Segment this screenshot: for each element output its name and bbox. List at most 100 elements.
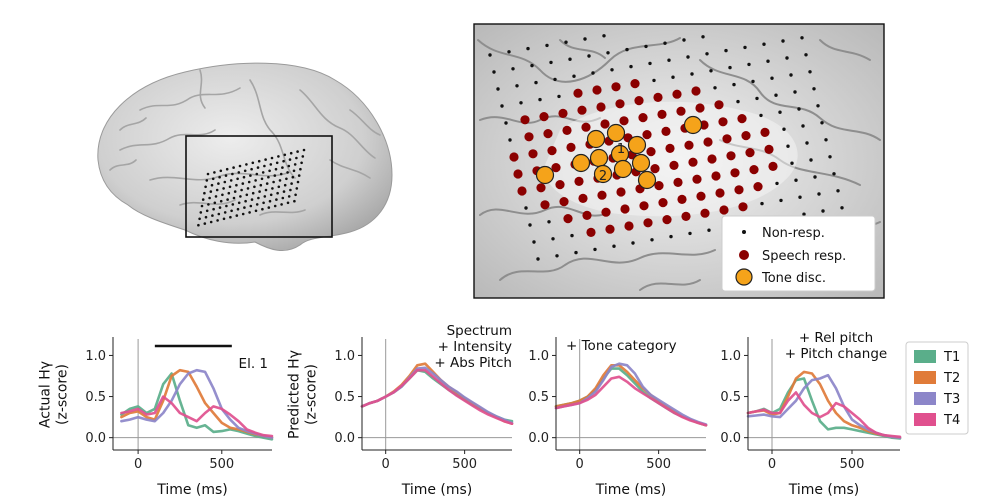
nonresp-electrode	[736, 99, 740, 104]
nonresp-electrode	[504, 121, 508, 125]
grid-electrode	[219, 169, 223, 173]
nonresp-electrode	[713, 86, 717, 90]
nonresp-electrode	[508, 138, 512, 142]
grid-electrode	[222, 187, 225, 190]
nonresp-electrode	[794, 178, 798, 182]
nonresp-electrode	[724, 48, 728, 53]
grid-electrode	[235, 183, 238, 187]
grid-electrode	[209, 220, 213, 224]
legend-tone-marker	[735, 268, 753, 286]
speech-electrode	[691, 86, 701, 96]
nonresp-electrode	[612, 244, 616, 248]
grid-electrode	[239, 195, 242, 198]
y-axis-label-line: Actual Hγ	[38, 361, 54, 428]
grid-electrode	[267, 206, 271, 209]
electrode-label-2: 2	[599, 169, 607, 184]
grid-electrode	[241, 212, 245, 216]
grid-electrode	[272, 180, 275, 184]
nonresp-electrode	[747, 62, 751, 67]
nonresp-electrode	[496, 87, 500, 91]
nonresp-electrode	[587, 54, 591, 58]
legend-speech-marker	[739, 250, 749, 260]
nonresp-electrode	[625, 47, 629, 52]
series-t1-line	[120, 372, 274, 441]
grid-electrode	[291, 175, 295, 179]
brain-legend: Non-resp. Speech resp. Tone disc.	[721, 215, 876, 292]
grid-electrode	[296, 150, 299, 153]
tone-legend-box	[905, 341, 969, 435]
speech-electrode	[760, 127, 770, 137]
grid-electrode	[261, 171, 265, 174]
model-annotation: Spectrum	[447, 323, 512, 339]
nonresp-electrode	[610, 68, 614, 72]
series-t3-line	[554, 362, 708, 426]
nonresp-electrode	[782, 127, 786, 131]
grid-electrode	[282, 190, 286, 193]
nonresp-electrode	[652, 78, 656, 83]
x-axis-label: Time (ms)	[401, 482, 473, 498]
grid-electrode	[212, 207, 215, 211]
grid-electrode	[301, 155, 305, 158]
grid-electrode	[207, 203, 210, 206]
nonresp-electrode	[688, 231, 692, 236]
speech-electrode	[715, 188, 725, 198]
speech-electrode	[536, 183, 546, 193]
y-tick-label: 1.0	[85, 349, 106, 364]
legend-T3-swatch	[914, 392, 936, 405]
y-tick-label: 1.0	[334, 349, 355, 364]
x-tick-label: 500	[646, 457, 671, 472]
grid-electrode	[203, 222, 207, 225]
grid-electrode	[204, 215, 208, 219]
closeup-electrodes	[488, 34, 844, 261]
nonresp-electrode	[770, 76, 774, 80]
series-t2-line	[746, 370, 902, 440]
nonresp-electrode	[816, 104, 820, 108]
speech-electrode	[734, 185, 744, 195]
speech-electrode	[657, 109, 667, 119]
electrode-label-1: 1	[617, 142, 625, 157]
nonresp-electrode	[743, 45, 747, 50]
nonresp-electrode	[555, 254, 559, 258]
grid-electrode	[300, 161, 303, 165]
nonresp-electrode	[802, 212, 806, 216]
speech-electrode	[700, 208, 710, 218]
grid-electrode	[251, 161, 255, 165]
tone-electrode	[631, 153, 651, 173]
nonresp-electrode	[707, 228, 711, 232]
grid-electrode	[228, 185, 232, 189]
grid-electrode	[289, 151, 293, 155]
grid-electrode	[251, 191, 255, 195]
nonresp-electrode	[790, 161, 794, 165]
nonresp-electrode	[701, 35, 705, 39]
y-axis-label-line: (z-score)	[303, 364, 319, 425]
nonresp-electrode	[762, 42, 766, 46]
grid-electrode	[204, 185, 207, 189]
legend-T3-label: T3	[943, 392, 960, 407]
nonresp-electrode	[549, 60, 553, 65]
grid-electrode	[237, 201, 241, 205]
grid-electrode	[250, 167, 253, 171]
chart-tone-category: 0.0 0.5 1.0 0 500 Time (ms) + Tone category	[528, 337, 708, 498]
closeup-panel: Non-resp. Speech resp. Tone disc. 12	[473, 23, 885, 299]
legend-T2-swatch	[914, 371, 936, 384]
speech-electrode	[749, 165, 759, 175]
tone-electrode	[683, 115, 703, 135]
grid-electrode	[287, 164, 291, 168]
speech-electrode	[630, 79, 640, 89]
speech-electrode	[596, 102, 606, 112]
grid-electrode	[299, 167, 302, 171]
speech-electrode	[722, 134, 732, 144]
model-annotation: + Intensity	[438, 339, 512, 355]
grid-electrode	[259, 183, 263, 187]
speech-electrode	[768, 161, 778, 171]
nonresp-electrode	[663, 41, 667, 45]
speech-electrode	[620, 204, 630, 214]
grid-electrode	[246, 187, 250, 190]
nonresp-electrode	[797, 107, 801, 111]
tone-legend: T1 T2 T3 T4	[905, 341, 969, 435]
nonresp-electrode	[530, 63, 534, 68]
grid-electrode	[285, 177, 288, 181]
grid-electrode	[201, 198, 205, 201]
speech-electrode	[673, 177, 683, 187]
grid-electrode	[261, 207, 264, 211]
